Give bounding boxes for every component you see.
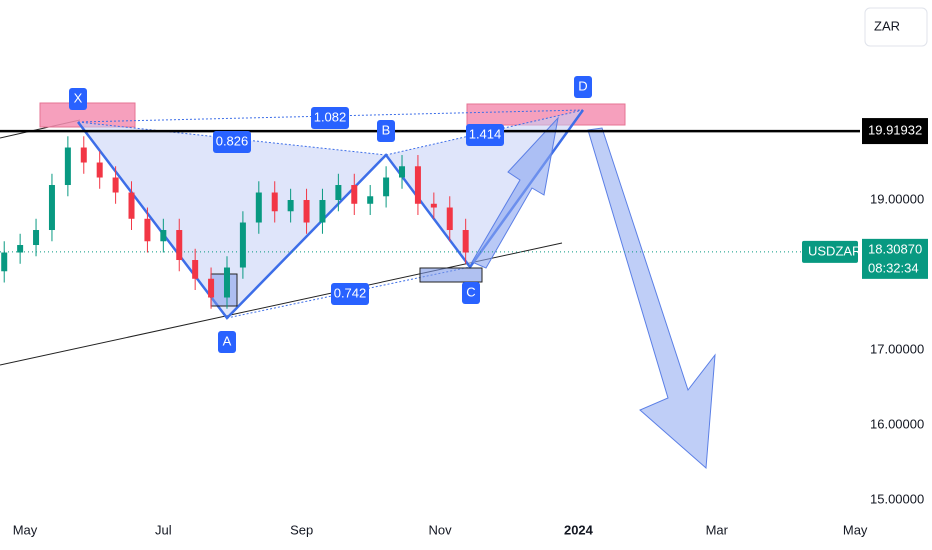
ratio-label: 1.414 — [469, 126, 502, 141]
candle-body — [414, 166, 421, 204]
currency-button[interactable]: ZAR — [864, 7, 928, 47]
candle-body — [176, 230, 183, 261]
candle-body — [335, 185, 342, 201]
countdown: 08:32:34 — [868, 260, 919, 275]
candle-body — [351, 185, 358, 204]
x-tick-label: Nov — [429, 522, 453, 537]
ratio-label: 0.826 — [216, 133, 249, 148]
candle-body — [17, 245, 24, 253]
x-tick-label: Mar — [706, 522, 729, 537]
candle-body — [48, 185, 55, 231]
y-tick-label: 17.00000 — [870, 341, 924, 356]
candle-body — [271, 192, 278, 212]
candle-body — [128, 192, 135, 219]
pattern-labels: X A B C D 0.826 1.082 0.742 1.414 — [69, 76, 592, 353]
candle-body — [208, 278, 215, 298]
price-tag — [862, 238, 928, 279]
candle-body — [287, 200, 294, 212]
candle-body — [399, 166, 406, 178]
x-tick-label: Jul — [155, 522, 172, 537]
candle-body — [1, 252, 8, 272]
candle-body — [239, 222, 246, 268]
x-tick-label: May — [843, 522, 868, 537]
candle-body — [383, 177, 390, 197]
x-tick-label: Sep — [290, 522, 313, 537]
x-tick-label: 2024 — [564, 522, 594, 537]
point-label: A — [223, 333, 232, 348]
pattern-drawing — [0, 102, 716, 470]
candle-body — [303, 200, 310, 223]
candle-body — [430, 203, 437, 208]
point-label: X — [74, 90, 83, 105]
candle-body — [462, 230, 469, 253]
y-tick-label: 16.00000 — [870, 416, 924, 431]
candle-body — [192, 260, 199, 279]
point-label: B — [382, 122, 391, 137]
ratio-label: 0.742 — [334, 285, 367, 300]
resistance-price: 19.91932 — [868, 123, 922, 138]
resistance-tag — [862, 118, 928, 145]
ratio-label: 1.082 — [314, 109, 347, 124]
candle-body — [96, 162, 103, 178]
symbol-tag — [802, 240, 858, 263]
candle-body — [446, 207, 453, 231]
candle-body — [367, 196, 374, 204]
candle-body — [64, 147, 71, 186]
candle-body — [112, 177, 119, 193]
last-price: 18.30870 — [868, 241, 922, 256]
symbol-label: USDZAR — [808, 243, 861, 258]
point-label: D — [578, 78, 587, 93]
candle-body — [319, 200, 326, 223]
candle-body — [160, 230, 167, 242]
x-tick-label: May — [13, 522, 38, 537]
candle-body — [255, 192, 262, 223]
point-label: C — [466, 284, 475, 299]
currency-text[interactable]: ZAR — [874, 18, 900, 33]
candle-body — [223, 267, 230, 298]
y-tick-label: 15.00000 — [870, 491, 924, 506]
candle-body — [80, 147, 87, 163]
candle-body — [33, 230, 40, 246]
y-tick-label: 19.00000 — [870, 191, 924, 206]
candle-body — [144, 218, 151, 242]
